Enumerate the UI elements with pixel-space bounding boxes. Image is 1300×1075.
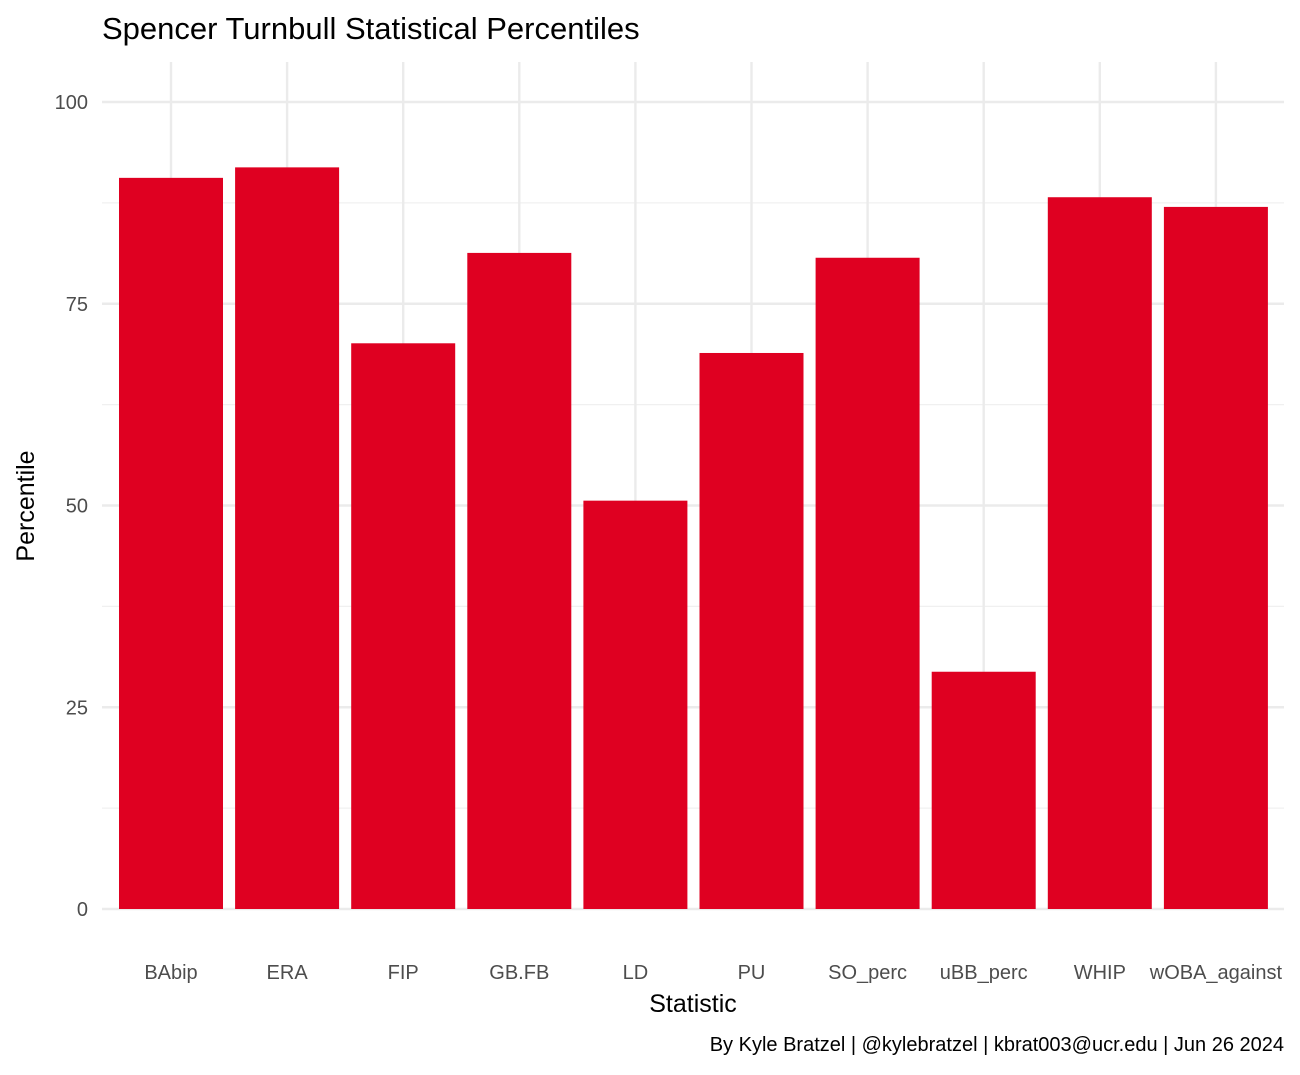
y-tick-label: 25	[66, 697, 88, 719]
x-tick-label: SO_perc	[828, 962, 907, 984]
bar-fip	[351, 343, 456, 910]
bar-ubb_perc	[931, 671, 1036, 909]
x-tick-label: ERA	[267, 962, 309, 984]
bar-babip	[119, 177, 223, 909]
x-tick-label: GB.FB	[489, 962, 549, 984]
y-axis-ticks: 0 25 50 75 100	[55, 92, 88, 921]
chart-caption: By Kyle Bratzel | @kylebratzel | kbrat00…	[710, 1034, 1284, 1056]
x-tick-label: wOBA_against	[1149, 962, 1283, 984]
bar-pu	[699, 352, 804, 909]
bar-gb.fb	[467, 252, 572, 909]
chart-title: Spencer Turnbull Statistical Percentiles	[102, 11, 640, 46]
x-tick-label: FIP	[388, 962, 419, 984]
y-tick-label: 50	[66, 496, 88, 518]
x-tick-label: PU	[738, 962, 766, 984]
y-axis-title: Percentile	[12, 450, 40, 561]
bar-whip	[1047, 197, 1152, 909]
y-tick-label: 75	[66, 294, 88, 316]
bars	[119, 167, 1268, 910]
x-tick-label: WHIP	[1074, 962, 1126, 984]
y-tick-label: 0	[77, 899, 88, 921]
bar-ld	[583, 500, 688, 909]
bar-era	[235, 167, 340, 909]
x-tick-label: BAbip	[144, 962, 197, 984]
x-tick-label: uBB_perc	[940, 962, 1028, 984]
x-tick-label: LD	[623, 962, 649, 984]
y-tick-label: 100	[55, 92, 88, 114]
bar-so_perc	[815, 257, 920, 910]
bar-woba_against	[1163, 206, 1268, 909]
x-axis-title: Statistic	[649, 990, 737, 1018]
x-axis-ticks: BAbip ERA FIP GB.FB LD PU SO_perc uBB_perc WHIP w…	[144, 962, 1282, 984]
